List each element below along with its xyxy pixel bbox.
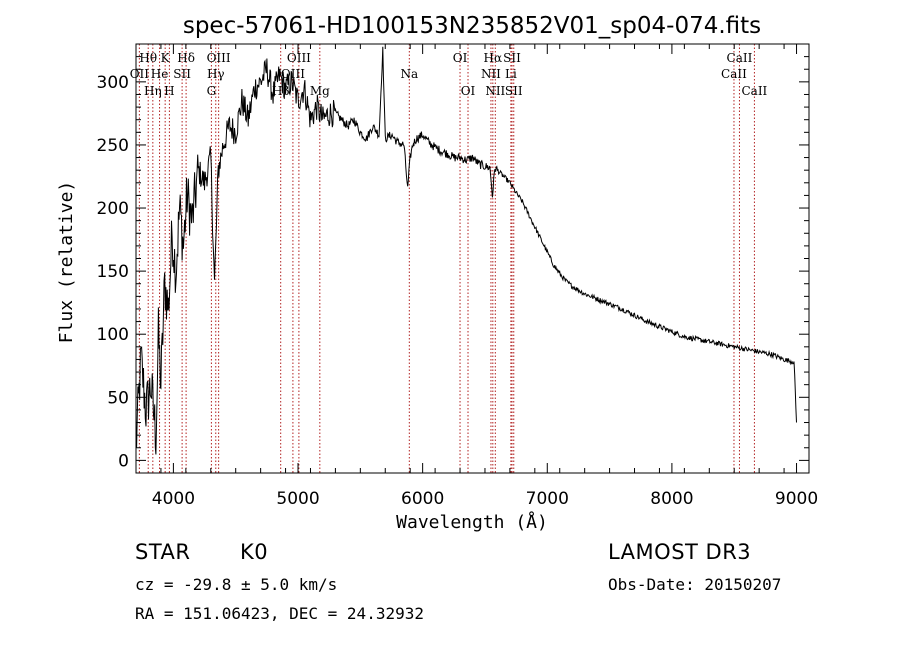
line-marker-label-23: SII: [505, 84, 523, 98]
line-marker-label-1: OII: [130, 67, 150, 81]
x-tick-label-4: 8000: [650, 489, 693, 509]
line-marker-label-12: OIII: [281, 67, 305, 81]
x-tick-label-0: 4000: [152, 489, 195, 509]
line-marker-label-21: Li: [505, 67, 517, 81]
x-tick-label-2: 6000: [401, 489, 444, 509]
obs-date-text: Obs-Date: 20150207: [608, 575, 782, 594]
line-marker-label-8: G: [207, 84, 217, 98]
line-marker-label-19: Hα: [484, 51, 503, 65]
y-tick-label-1: 50: [107, 388, 129, 408]
line-marker-label-15: Na: [400, 67, 418, 81]
object-class: STAR: [135, 540, 191, 564]
y-tick-label-4: 200: [97, 199, 129, 219]
line-marker-label-17: OI: [461, 84, 476, 98]
line-marker-label-18: NII: [481, 67, 501, 81]
plot-frame: [135, 43, 810, 474]
line-marker-label-3: He: [151, 67, 169, 81]
x-tick-label-1: 5000: [276, 489, 319, 509]
object-subclass: K0: [240, 540, 269, 564]
line-marker-label-25: CaII: [727, 51, 753, 65]
x-tick-label-3: 7000: [526, 489, 569, 509]
line-marker-label-4: K: [161, 51, 171, 65]
line-marker-label-14: Mg: [310, 84, 330, 98]
axis-ticks: 4000 5000 6000 7000 8000 9000 0 50 100 150 200 250 3…: [97, 43, 818, 509]
line-marker-label-5: H: [164, 84, 174, 98]
line-marker-label-22: SII: [503, 51, 521, 65]
y-tick-label-6: 300: [97, 73, 129, 93]
y-tick-label-5: 250: [97, 136, 129, 156]
y-tick-label-0: 0: [118, 451, 129, 471]
y-tick-label-3: 150: [97, 262, 129, 282]
x-tick-label-5: 9000: [775, 489, 818, 509]
line-marker-label-20: NII: [485, 84, 505, 98]
line-marker-label-10: OIII: [207, 51, 231, 65]
spectrum-line: [135, 46, 797, 455]
survey-name: LAMOST DR3: [608, 540, 752, 564]
y-tick-label-2: 100: [97, 325, 129, 345]
line-marker-labels: HθOIIHηHeKHSIIHδGHγOIIIHβOIIIOIIIMgNaOIO…: [130, 51, 768, 98]
line-marker-label-0: Hθ: [139, 51, 157, 65]
line-marker-label-9: Hγ: [207, 67, 225, 81]
line-marker-label-16: OI: [453, 51, 468, 65]
line-marker-label-7: Hδ: [177, 51, 195, 65]
coords-text: RA = 151.06423, DEC = 24.32932: [135, 604, 424, 623]
line-marker-label-26: CaII: [741, 84, 767, 98]
line-marker-label-2: Hη: [144, 84, 162, 98]
line-marker-label-24: CaII: [721, 67, 747, 81]
x-axis-label: Wavelength (Å): [396, 511, 548, 533]
y-axis-label: Flux (relative): [56, 181, 77, 344]
line-marker-label-13: OIII: [287, 51, 311, 65]
chart-title: spec-57061-HD100153N235852V01_sp04-074.f…: [183, 13, 761, 39]
redshift-text: cz = -29.8 ± 5.0 km/s: [135, 575, 338, 594]
line-markers: [138, 44, 755, 473]
line-marker-label-6: SII: [173, 67, 191, 81]
